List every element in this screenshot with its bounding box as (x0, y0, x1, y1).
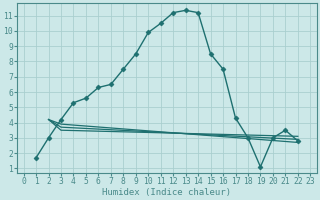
X-axis label: Humidex (Indice chaleur): Humidex (Indice chaleur) (102, 188, 231, 197)
